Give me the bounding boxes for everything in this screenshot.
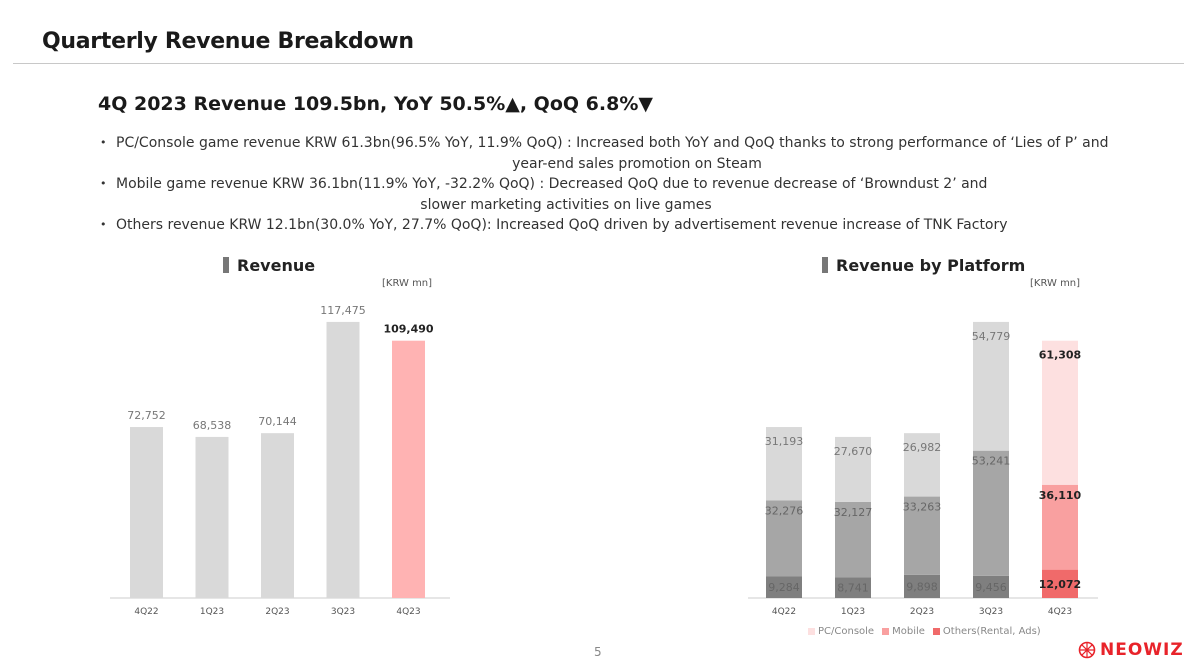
platform-segment-mobile-1Q23 bbox=[835, 501, 871, 578]
revenue-bar-3Q23 bbox=[326, 321, 360, 598]
legend-swatch-others bbox=[932, 628, 940, 635]
platform-segment-others-4Q23 bbox=[1042, 569, 1078, 598]
bullet-line: PC/Console game revenue KRW 61.3bn(96.5%… bbox=[116, 135, 1109, 151]
legend-mobile: Mobile bbox=[882, 626, 925, 637]
revenue-value-label: 68,538 bbox=[193, 419, 232, 432]
platform-segment-pc-console-2Q23 bbox=[904, 433, 940, 497]
revenue-tick-label: 4Q22 bbox=[134, 607, 158, 617]
platform-legend: PC/Console Mobile Others(Rental, Ads) bbox=[808, 626, 1041, 637]
platform-value-label-pc-console: 54,779 bbox=[972, 330, 1011, 343]
platform-segment-others-1Q23 bbox=[835, 577, 871, 598]
revenue-bar-2Q23 bbox=[261, 433, 294, 598]
platform-value-label-mobile: 33,263 bbox=[903, 501, 942, 514]
legend-swatch-pc-console bbox=[808, 628, 815, 635]
platform-tick-label: 1Q23 bbox=[841, 607, 865, 617]
platform-value-label-pc-console: 31,193 bbox=[765, 435, 804, 448]
headline: 4Q 2023 Revenue 109.5bn, YoY 50.5%▲, QoQ… bbox=[98, 93, 653, 115]
platform-segment-pc-console-3Q23 bbox=[973, 321, 1009, 451]
legend-label-mobile: Mobile bbox=[892, 626, 925, 637]
bullet-list: PC/Console game revenue KRW 61.3bn(96.5%… bbox=[98, 133, 1158, 236]
platform-value-label-mobile: 53,241 bbox=[972, 455, 1011, 468]
platform-segment-mobile-3Q23 bbox=[973, 450, 1009, 576]
bullet-line-continued: year-end sales promotion on Steam bbox=[512, 155, 762, 172]
platform-segment-mobile-4Q23 bbox=[1042, 484, 1078, 570]
legend-others: Others(Rental, Ads) bbox=[932, 626, 1041, 637]
page-title: Quarterly Revenue Breakdown bbox=[42, 29, 414, 54]
bullet-others: Others revenue KRW 12.1bn(30.0% YoY, 27.… bbox=[98, 215, 1158, 236]
revenue-tick-label: 3Q23 bbox=[331, 607, 355, 617]
logo-text: NEOWIZ bbox=[1100, 640, 1184, 660]
revenue-chart-unit: [KRW mn] bbox=[382, 278, 433, 289]
revenue-value-label: 70,144 bbox=[258, 415, 297, 428]
platform-segment-others-3Q23 bbox=[973, 575, 1009, 598]
platform-segment-others-2Q23 bbox=[904, 574, 940, 598]
platform-value-label-others: 12,072 bbox=[1039, 578, 1081, 591]
neowiz-logo-icon bbox=[1078, 641, 1096, 659]
revenue-tick-label: 1Q23 bbox=[200, 607, 224, 617]
platform-value-label-pc-console: 61,308 bbox=[1039, 349, 1081, 362]
legend-label-pc-console: PC/Console bbox=[818, 626, 875, 637]
platform-segment-pc-console-1Q23 bbox=[835, 436, 871, 502]
bullet-line: Mobile game revenue KRW 36.1bn(11.9% YoY… bbox=[116, 176, 988, 192]
platform-tick-label: 4Q22 bbox=[772, 607, 796, 617]
title-divider bbox=[13, 63, 1184, 64]
revenue-chart: 72,752 4Q22 68,538 1Q23 70,144 2Q23 117,475 3Q2… bbox=[110, 304, 450, 617]
legend-label-others: Others(Rental, Ads) bbox=[942, 626, 1041, 637]
platform-value-label-pc-console: 27,670 bbox=[834, 445, 873, 458]
platform-chart: 9,284 32,276 31,193 4Q22 8,741 32,127 27,670 1Q… bbox=[748, 321, 1098, 617]
bullet-line: Others revenue KRW 12.1bn(30.0% YoY, 27.… bbox=[116, 217, 1008, 233]
legend-swatch-mobile bbox=[882, 628, 890, 635]
platform-chart-unit: [KRW mn] bbox=[1030, 278, 1081, 289]
platform-value-label-others: 9,898 bbox=[906, 580, 938, 593]
platform-segment-pc-console-4Q23 bbox=[1042, 340, 1078, 485]
platform-chart-title: Revenue by Platform bbox=[822, 256, 1025, 275]
platform-tick-label: 3Q23 bbox=[979, 607, 1003, 617]
platform-segment-mobile-2Q23 bbox=[904, 496, 940, 575]
platform-value-label-others: 8,741 bbox=[837, 582, 869, 595]
revenue-bar-1Q23 bbox=[195, 436, 229, 598]
neowiz-logo: NEOWIZ bbox=[1078, 640, 1184, 660]
legend-pc-console: PC/Console bbox=[808, 626, 874, 637]
revenue-tick-label: 4Q23 bbox=[396, 607, 420, 617]
platform-segment-mobile-4Q22 bbox=[766, 500, 802, 577]
platform-value-label-mobile: 36,110 bbox=[1039, 489, 1082, 502]
bullet-line-continued: slower marketing activities on live game… bbox=[420, 196, 712, 213]
revenue-tick-label: 2Q23 bbox=[265, 607, 289, 617]
platform-value-label-pc-console: 26,982 bbox=[903, 441, 942, 454]
bullet-mobile: Mobile game revenue KRW 36.1bn(11.9% YoY… bbox=[98, 174, 1016, 215]
platform-value-label-mobile: 32,127 bbox=[834, 506, 873, 519]
revenue-bar-4Q22 bbox=[130, 427, 163, 598]
platform-value-label-mobile: 32,276 bbox=[765, 504, 804, 517]
platform-tick-label: 4Q23 bbox=[1048, 607, 1072, 617]
revenue-value-label: 109,490 bbox=[383, 323, 433, 336]
revenue-chart-title: Revenue bbox=[223, 256, 315, 275]
platform-segment-others-4Q22 bbox=[766, 576, 802, 598]
platform-segment-pc-console-4Q22 bbox=[766, 427, 802, 501]
bullet-pc-console: PC/Console game revenue KRW 61.3bn(96.5%… bbox=[98, 133, 1158, 174]
revenue-value-label: 117,475 bbox=[320, 304, 366, 317]
platform-tick-label: 2Q23 bbox=[910, 607, 934, 617]
platform-value-label-others: 9,284 bbox=[768, 581, 800, 594]
page-number: 5 bbox=[594, 645, 602, 659]
platform-value-label-others: 9,456 bbox=[975, 581, 1007, 594]
revenue-value-label: 72,752 bbox=[127, 409, 166, 422]
revenue-bar-4Q23 bbox=[392, 340, 425, 598]
